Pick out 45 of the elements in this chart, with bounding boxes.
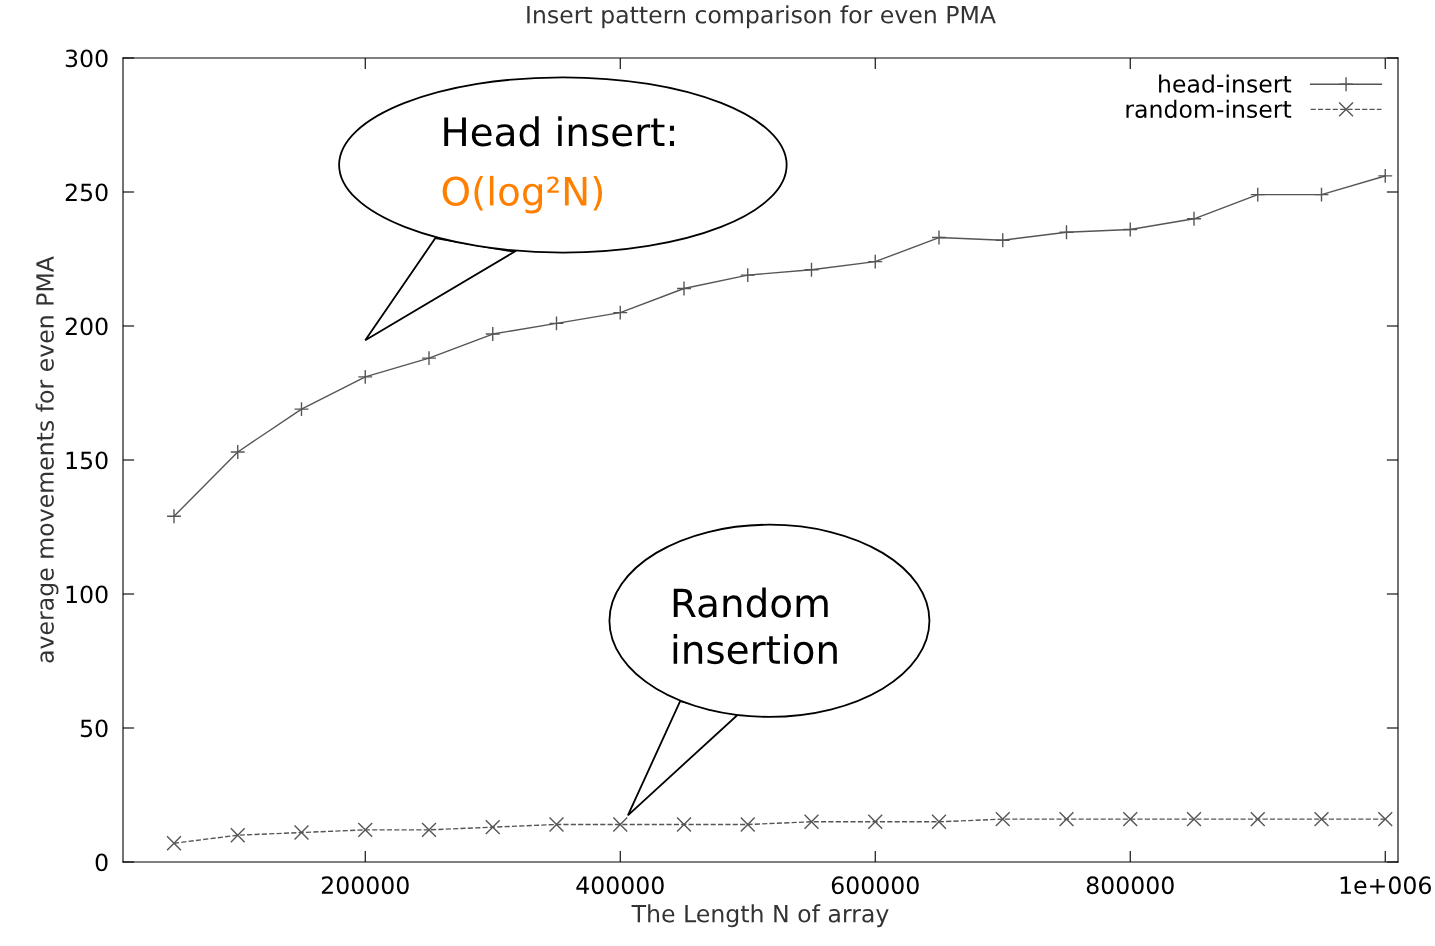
point bbox=[995, 811, 1011, 827]
point bbox=[1313, 811, 1330, 827]
point bbox=[166, 835, 182, 851]
point bbox=[485, 819, 501, 835]
point bbox=[1377, 811, 1393, 827]
point bbox=[867, 814, 883, 830]
y-tick-label: 250 bbox=[65, 183, 108, 202]
y-tick-label: 300 bbox=[65, 49, 108, 68]
x-axis-title: The Length N of array bbox=[631, 904, 889, 928]
point bbox=[357, 822, 373, 838]
y-tick-label: 0 bbox=[95, 853, 108, 872]
annotation: O(log²N) bbox=[442, 175, 603, 214]
x-tick-label: 800000 bbox=[1086, 876, 1174, 895]
point bbox=[1122, 811, 1138, 827]
y-tick-label: 150 bbox=[66, 451, 108, 470]
point bbox=[803, 262, 820, 278]
x-tick-label: 400000 bbox=[576, 876, 664, 895]
point bbox=[740, 816, 756, 833]
point bbox=[612, 816, 628, 833]
y-tick-label: 100 bbox=[66, 585, 108, 604]
y-tick-label: 50 bbox=[80, 719, 108, 738]
x-tick-label: 1e+006 bbox=[1340, 876, 1431, 895]
point bbox=[1250, 811, 1266, 827]
point bbox=[676, 816, 692, 833]
y-axis-title: average movements for even PMA bbox=[35, 256, 59, 663]
point bbox=[803, 814, 820, 830]
point bbox=[1186, 811, 1202, 827]
legend-label: head-insert bbox=[1159, 74, 1292, 93]
point bbox=[230, 827, 246, 843]
legend-label: random-insert bbox=[1126, 99, 1292, 119]
point bbox=[548, 816, 565, 833]
point bbox=[1058, 224, 1075, 240]
annotation: Head insert: bbox=[444, 116, 674, 147]
point bbox=[1313, 187, 1330, 203]
chart-title: Insert pattern comparison for even PMA bbox=[527, 5, 996, 29]
point bbox=[1058, 811, 1075, 827]
x-tick-label: 600000 bbox=[831, 876, 919, 895]
point bbox=[931, 814, 947, 830]
point bbox=[421, 822, 437, 838]
point bbox=[548, 315, 565, 331]
point bbox=[293, 824, 310, 841]
point bbox=[293, 401, 310, 417]
annotation: Random insertion bbox=[673, 587, 837, 665]
y-tick-label: 200 bbox=[65, 317, 108, 336]
x-tick-label: 200000 bbox=[321, 876, 409, 895]
